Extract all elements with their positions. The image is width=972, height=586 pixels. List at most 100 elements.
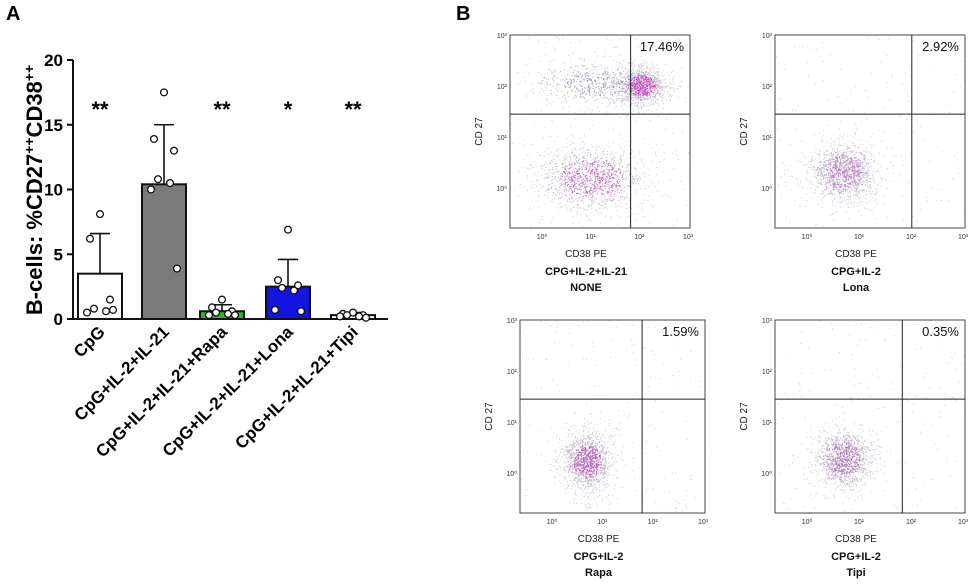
- flow-event: [645, 109, 648, 111]
- flow-event: [647, 143, 649, 145]
- flow-event: [658, 73, 660, 75]
- flow-event: [628, 140, 630, 142]
- flow-event: [632, 93, 634, 95]
- flow-event: [676, 88, 678, 90]
- flow-event: [594, 92, 596, 94]
- flow-event: [621, 109, 624, 111]
- flow-event: [627, 178, 629, 180]
- flow-event: [581, 75, 583, 77]
- flow-event: [623, 90, 625, 92]
- flow-event: [590, 458, 592, 461]
- flow-event: [862, 191, 864, 193]
- data-point: [207, 303, 217, 312]
- flow-event: [916, 220, 918, 222]
- flow-event: [823, 164, 825, 166]
- flow-event: [845, 163, 847, 165]
- flow-event: [870, 187, 872, 189]
- flow-event: [537, 40, 539, 42]
- flow-event: [838, 145, 840, 147]
- flow-event: [642, 82, 644, 84]
- flow-event: [618, 168, 620, 170]
- flow-event: [622, 173, 624, 175]
- flow-event: [842, 189, 844, 191]
- flow-event: [811, 160, 813, 162]
- flow-event: [585, 473, 587, 475]
- flow-event: [829, 180, 831, 182]
- flow-event: [841, 174, 844, 176]
- flow-event: [820, 175, 822, 177]
- flow-event: [681, 131, 683, 133]
- flow-event: [607, 179, 610, 181]
- flow-event: [851, 169, 853, 171]
- flow-event: [586, 482, 589, 484]
- flow-event: [617, 68, 619, 70]
- flow-event: [826, 142, 828, 144]
- flow-event: [822, 225, 824, 227]
- flow-event: [791, 109, 793, 111]
- flow-event: [578, 178, 580, 180]
- flow-event: [837, 138, 839, 140]
- flow-event: [625, 179, 627, 181]
- flow-event: [570, 75, 572, 77]
- flow-event: [655, 82, 657, 84]
- flow-event: [594, 177, 596, 179]
- flow-event: [840, 155, 842, 157]
- flow-event: [615, 108, 617, 110]
- flow-event: [833, 171, 835, 173]
- flow-event: [600, 77, 602, 79]
- flow-event: [827, 166, 829, 168]
- flow-event: [554, 49, 556, 51]
- flow-event: [611, 94, 614, 96]
- flow-event: [581, 59, 583, 61]
- flow-event: [578, 472, 580, 474]
- flow-event: [619, 91, 621, 93]
- flow-event: [598, 111, 600, 113]
- flow-event: [590, 465, 592, 467]
- flow-event: [526, 167, 528, 169]
- flow-event: [845, 161, 847, 163]
- flow-event: [587, 106, 589, 109]
- flow-event: [615, 83, 617, 85]
- flow-event: [557, 155, 559, 157]
- flow-event: [569, 430, 571, 432]
- flow-event: [837, 171, 839, 173]
- flow-event: [829, 159, 831, 161]
- flow-event: [592, 87, 594, 89]
- flow-event: [547, 99, 549, 101]
- flow-event: [631, 82, 633, 85]
- flow-event: [620, 457, 622, 459]
- flow-event: [602, 205, 604, 207]
- flow-event: [828, 160, 830, 162]
- flow-event: [814, 176, 816, 178]
- flow-event: [838, 183, 840, 185]
- flow-event: [558, 39, 560, 41]
- flow-event: [661, 74, 663, 76]
- flow-event: [840, 170, 842, 172]
- flow-event: [842, 157, 844, 159]
- flow-event: [823, 175, 826, 177]
- flow-event: [664, 78, 667, 80]
- flow-event: [671, 87, 673, 89]
- flow-event: [565, 476, 567, 478]
- flow-event: [579, 435, 582, 437]
- flow-event: [596, 106, 598, 108]
- flow-event: [563, 156, 565, 158]
- y-tick-label: 15: [44, 116, 63, 135]
- flow-event: [588, 461, 590, 463]
- flow-event: [634, 97, 636, 99]
- flow-event: [838, 170, 840, 172]
- flow-events-1: [510, 37, 691, 229]
- flow-event: [628, 153, 630, 155]
- flow-event: [575, 477, 577, 479]
- flow-event: [580, 80, 582, 82]
- flow-event: [646, 87, 648, 89]
- flow-event: [551, 78, 553, 80]
- flow-event: [572, 179, 574, 181]
- flow-event: [559, 79, 561, 81]
- flow-event: [596, 164, 598, 166]
- flow-event: [648, 83, 650, 85]
- flow-event: [646, 105, 648, 108]
- flow-event: [629, 183, 631, 185]
- flow-event: [591, 212, 593, 214]
- flow-event: [852, 136, 854, 138]
